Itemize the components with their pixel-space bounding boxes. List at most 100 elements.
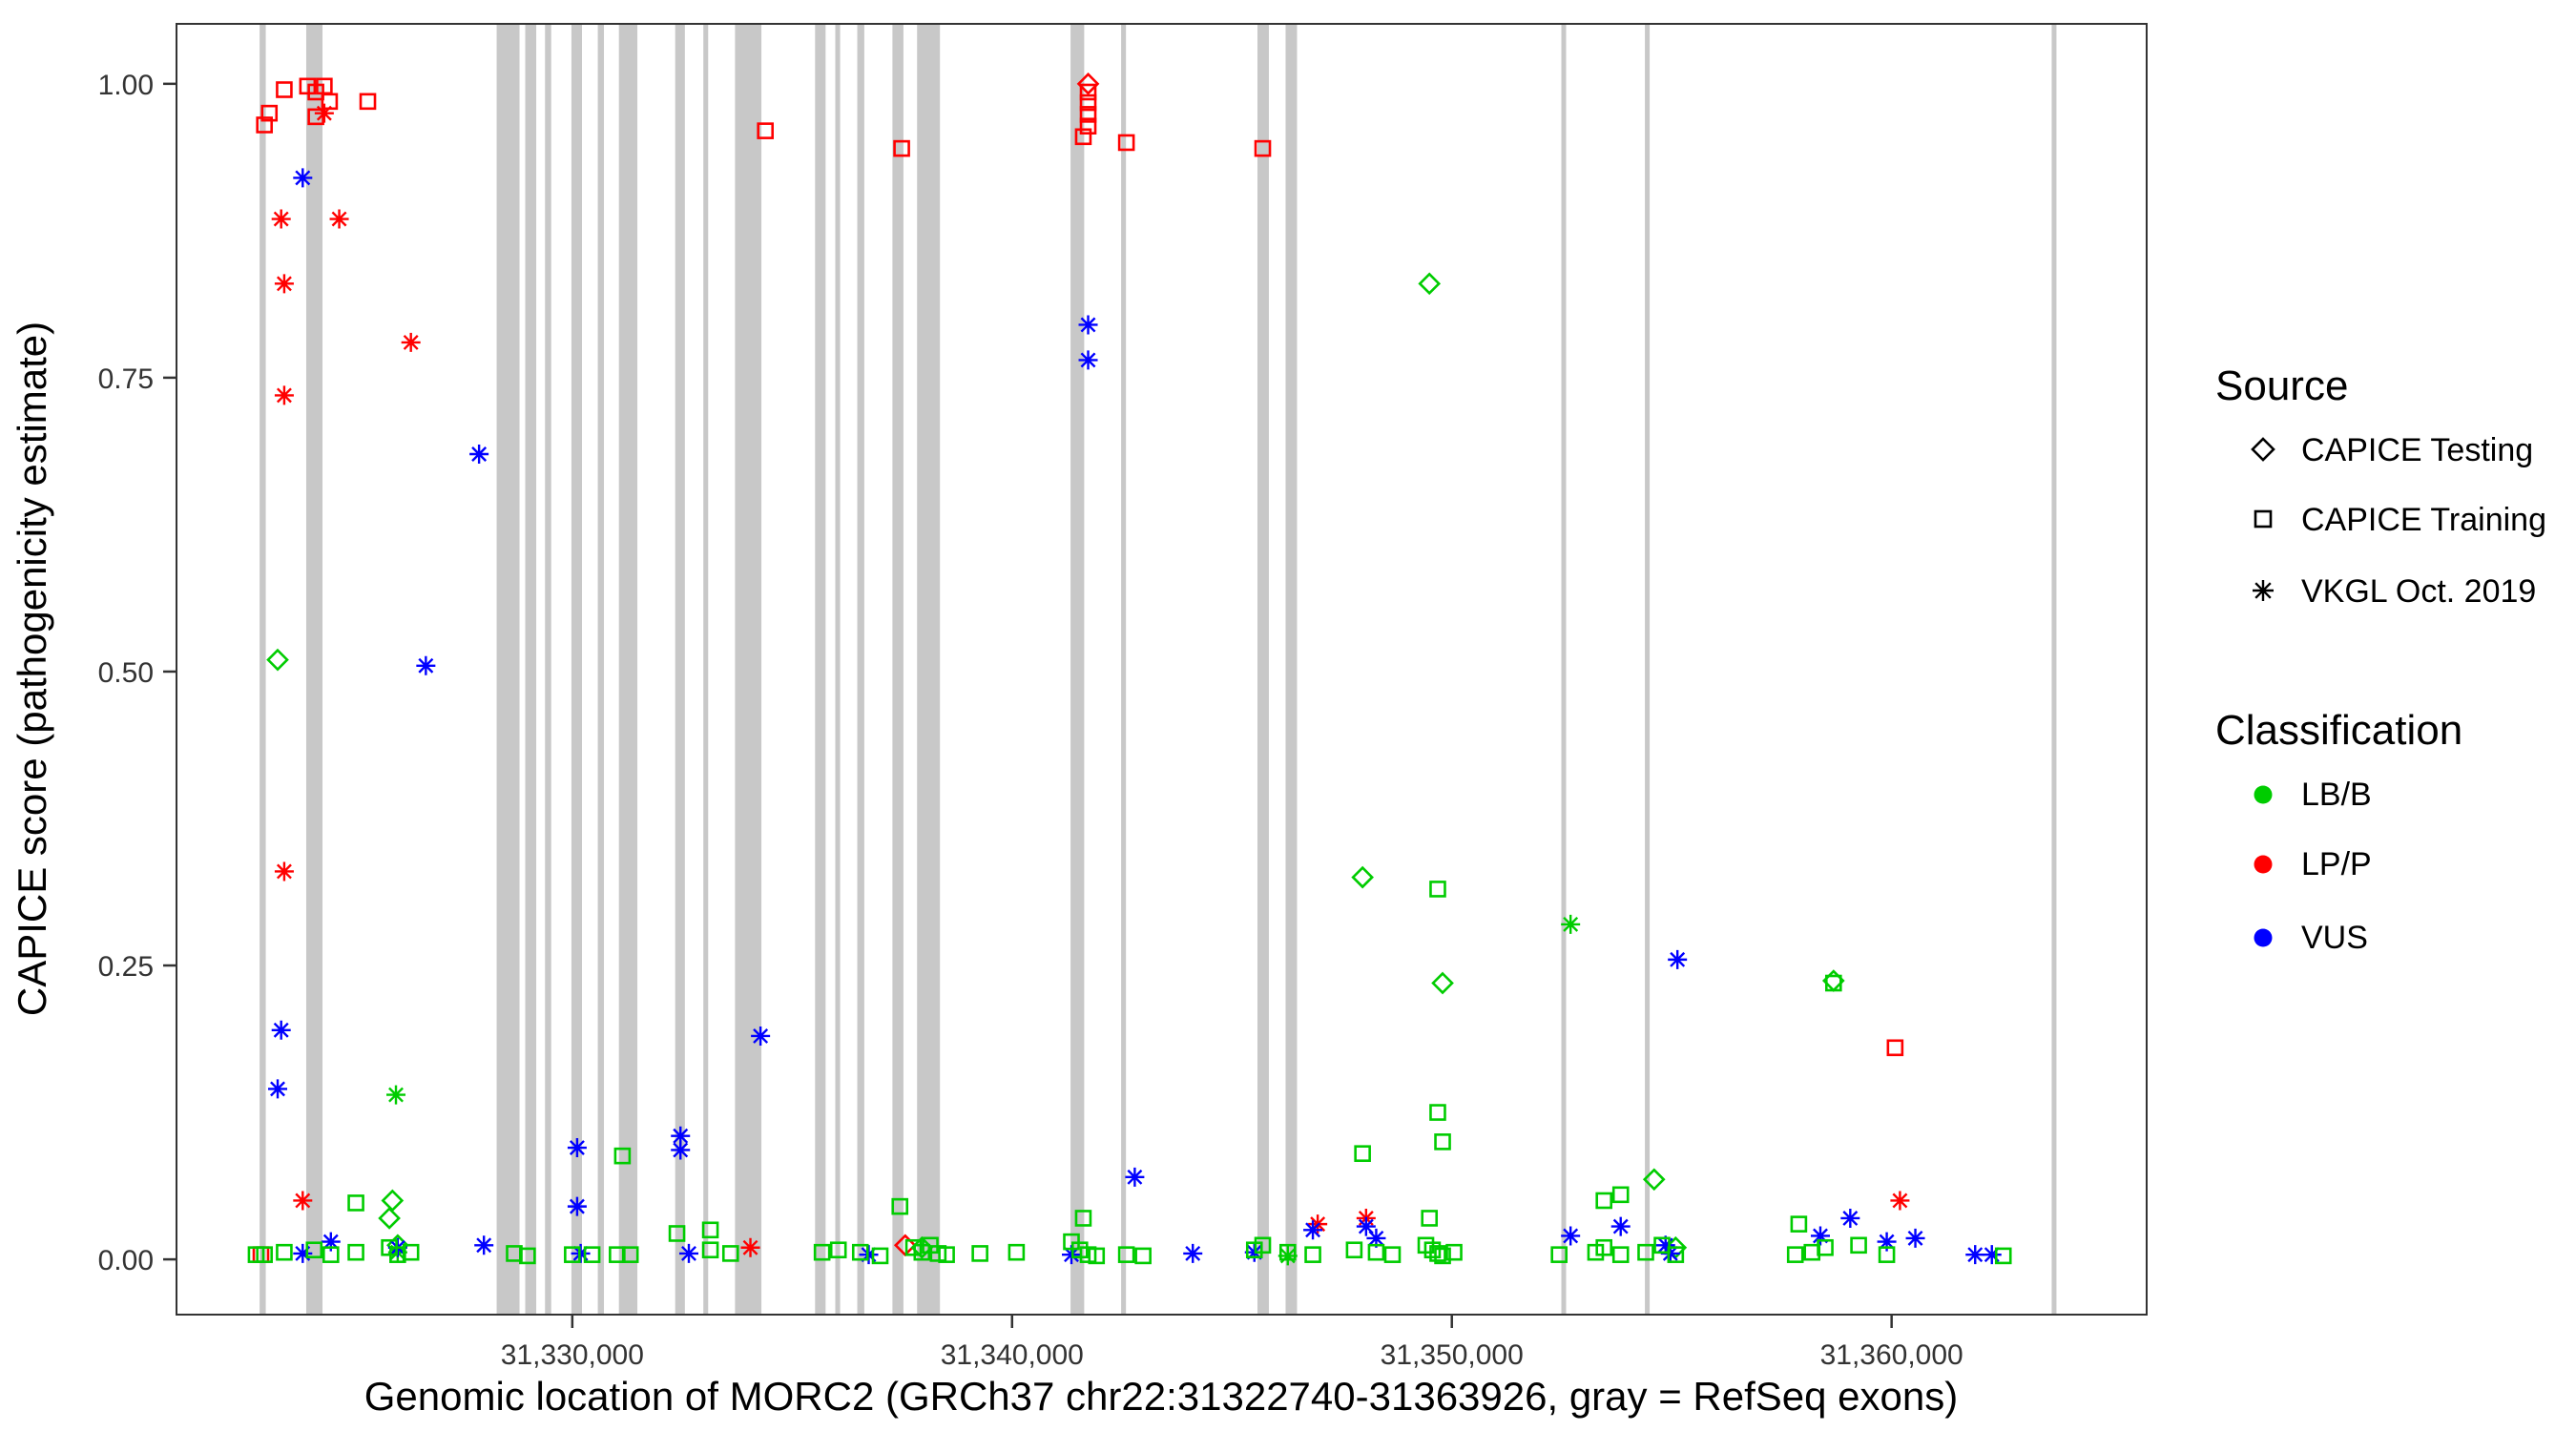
data-point (322, 1246, 340, 1263)
legend-item-capice-testing: CAPICE Testing (2301, 432, 2533, 468)
data-point (829, 1241, 847, 1259)
data-point (1117, 1246, 1135, 1263)
lbb-color-dot-icon (2254, 785, 2273, 804)
data-point (1877, 1232, 1897, 1252)
data-point (1278, 1246, 1298, 1266)
data-point (1354, 1145, 1371, 1162)
exon-bar (917, 24, 941, 1315)
data-point (1550, 1246, 1568, 1263)
legend-classification-title: Classification (2215, 707, 2462, 754)
data-point (751, 1026, 771, 1046)
exon-bar (835, 24, 841, 1315)
data-point (1434, 1247, 1451, 1265)
data-point (402, 1243, 420, 1261)
exon-bar (857, 24, 864, 1315)
lpp-color-dot-icon (2254, 855, 2273, 874)
data-point (321, 1232, 341, 1252)
data-point (293, 168, 313, 188)
data-point (1840, 1208, 1860, 1228)
exon-bar (545, 24, 551, 1315)
data-point (1429, 881, 1446, 898)
data-point (1561, 914, 1581, 934)
data-point (1351, 865, 1374, 889)
data-point (1074, 1210, 1092, 1227)
data-point (329, 209, 349, 229)
y-axis-tick-label: 0.00 (98, 1245, 154, 1276)
data-point (1079, 117, 1097, 135)
data-point (851, 1243, 869, 1261)
data-point (260, 104, 279, 122)
data-point (305, 1241, 323, 1259)
exon-bar (1645, 24, 1651, 1315)
data-point (1254, 1236, 1272, 1255)
legend-item-vus: VUS (2301, 920, 2368, 956)
data-point (1610, 1216, 1631, 1236)
data-point (567, 1196, 587, 1216)
data-point (1817, 1238, 1834, 1256)
data-point (1886, 1039, 1904, 1057)
plot-panel-background (177, 24, 2147, 1315)
exon-bar (571, 24, 582, 1315)
data-point (1278, 1243, 1297, 1261)
data-point (757, 122, 774, 139)
exon-bar (703, 24, 709, 1315)
data-point (1434, 1133, 1451, 1151)
x-axis-tick-label: 31,360,000 (1820, 1339, 1963, 1371)
exon-bar (2051, 24, 2057, 1315)
data-point (1304, 1246, 1321, 1263)
y-axis-tick-label: 0.50 (98, 657, 154, 689)
legend-item-lpp: LP/P (2301, 846, 2372, 882)
data-point (1117, 134, 1135, 152)
data-point (871, 1247, 889, 1265)
data-point (1345, 1241, 1363, 1259)
data-point (1561, 1226, 1581, 1246)
data-point (274, 274, 294, 294)
y-axis-tick-label: 0.75 (98, 363, 154, 395)
data-point (1078, 315, 1098, 335)
data-point (1890, 1191, 1910, 1211)
exon-bar (815, 24, 826, 1315)
exon-bar (892, 24, 904, 1315)
data-point (1383, 1246, 1402, 1263)
x-axis-tick-label: 31,350,000 (1381, 1339, 1524, 1371)
data-point (293, 1243, 313, 1263)
data-point (256, 116, 273, 134)
data-point (293, 1191, 313, 1211)
plot-panel-border (176, 23, 2148, 1316)
data-point (1982, 1245, 2002, 1265)
x-axis-tick-label: 31,330,000 (501, 1339, 644, 1371)
data-point (1429, 1104, 1446, 1121)
y-axis-tick-label: 0.25 (98, 951, 154, 983)
data-point (668, 1225, 686, 1242)
exon-bars-layer (260, 24, 2057, 1315)
exon-bar (305, 24, 323, 1315)
data-point (271, 1020, 291, 1040)
legend-item-lbb: LB/B (2301, 777, 2372, 813)
data-point (721, 1245, 739, 1262)
data-point (671, 1140, 691, 1160)
exon-bar (496, 24, 520, 1315)
data-point (1825, 974, 1842, 992)
data-point (1637, 1243, 1654, 1261)
exon-bar (1561, 24, 1567, 1315)
data-point (1786, 1246, 1804, 1263)
data-point (1088, 1247, 1106, 1265)
data-point (613, 1147, 632, 1165)
data-point (401, 332, 421, 352)
data-point (1423, 1241, 1442, 1259)
data-point (1445, 1243, 1463, 1261)
data-point (1367, 1243, 1385, 1261)
data-point (1303, 1220, 1323, 1240)
data-point (1431, 971, 1454, 995)
legend-item-capice-training: CAPICE Training (2301, 502, 2546, 538)
data-points-layer (247, 73, 2012, 1266)
y-axis-tick-label: 1.00 (98, 70, 154, 101)
exon-bar (735, 24, 762, 1315)
data-point (583, 1246, 601, 1263)
data-point (268, 1079, 288, 1099)
data-point (1810, 1226, 1830, 1246)
data-point (1878, 1246, 1896, 1263)
data-point (359, 93, 377, 111)
